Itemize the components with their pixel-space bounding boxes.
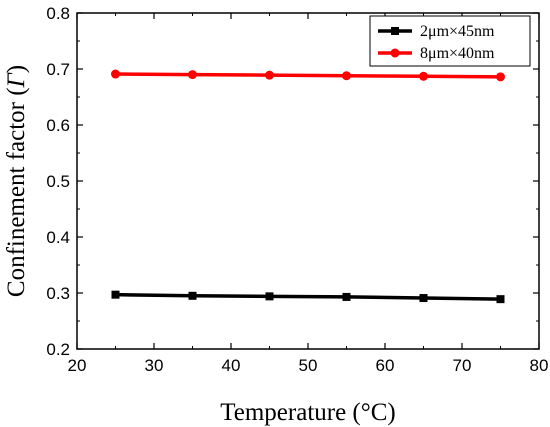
y-axis-title-prefix: Confinement factor ( bbox=[3, 87, 30, 297]
legend: 2μm×45nm 8μm×40nm bbox=[369, 15, 531, 67]
x-tick-label: 80 bbox=[530, 356, 549, 375]
y-tick-label: 0.7 bbox=[46, 60, 70, 79]
legend-box bbox=[369, 15, 531, 67]
y-tick-label: 0.2 bbox=[46, 340, 70, 359]
x-axis-title: Temperature (°C) bbox=[220, 399, 396, 426]
legend-marker-1 bbox=[390, 48, 400, 58]
data-point-0 bbox=[496, 295, 505, 304]
y-axis-title-symbol: Γ bbox=[3, 71, 30, 88]
data-point-1 bbox=[419, 71, 428, 81]
y-axis-title: Confinement factor (Γ) bbox=[3, 65, 30, 297]
legend-label-1: 8μm×40nm bbox=[420, 45, 495, 62]
data-point-0 bbox=[342, 292, 351, 301]
series-layer bbox=[111, 69, 505, 304]
series-line-1 bbox=[115, 72, 501, 79]
series-line-0 bbox=[115, 292, 501, 301]
x-tick-label: 50 bbox=[299, 356, 318, 375]
x-tick-label: 20 bbox=[68, 356, 87, 375]
data-point-1 bbox=[265, 70, 274, 80]
x-tick-label: 40 bbox=[222, 356, 241, 375]
data-point-1 bbox=[496, 72, 505, 82]
y-tick-label: 0.8 bbox=[46, 4, 70, 23]
data-point-0 bbox=[111, 290, 120, 299]
x-tick-label: 60 bbox=[376, 356, 395, 375]
y-tick-label: 0.3 bbox=[46, 284, 70, 303]
y-axis-title-suffix: ) bbox=[3, 65, 30, 73]
x-tick-label: 30 bbox=[145, 356, 164, 375]
y-tick-label: 0.4 bbox=[46, 228, 70, 247]
data-point-1 bbox=[111, 69, 120, 79]
data-point-0 bbox=[265, 292, 274, 301]
x-tick-label: 70 bbox=[453, 356, 472, 375]
legend-marker-0 bbox=[391, 27, 399, 35]
data-point-0 bbox=[419, 294, 428, 303]
legend-label-0: 2μm×45nm bbox=[420, 23, 495, 40]
data-point-1 bbox=[342, 71, 351, 81]
y-tick-label: 0.5 bbox=[46, 172, 70, 191]
data-point-1 bbox=[188, 70, 197, 80]
ticks-layer: 20 30 40 50 60 70 80 0.2 0.3 0.4 0.5 0.6 0.7 0.8 bbox=[46, 4, 548, 375]
data-point-0 bbox=[188, 291, 197, 300]
y-tick-label: 0.6 bbox=[46, 116, 70, 135]
